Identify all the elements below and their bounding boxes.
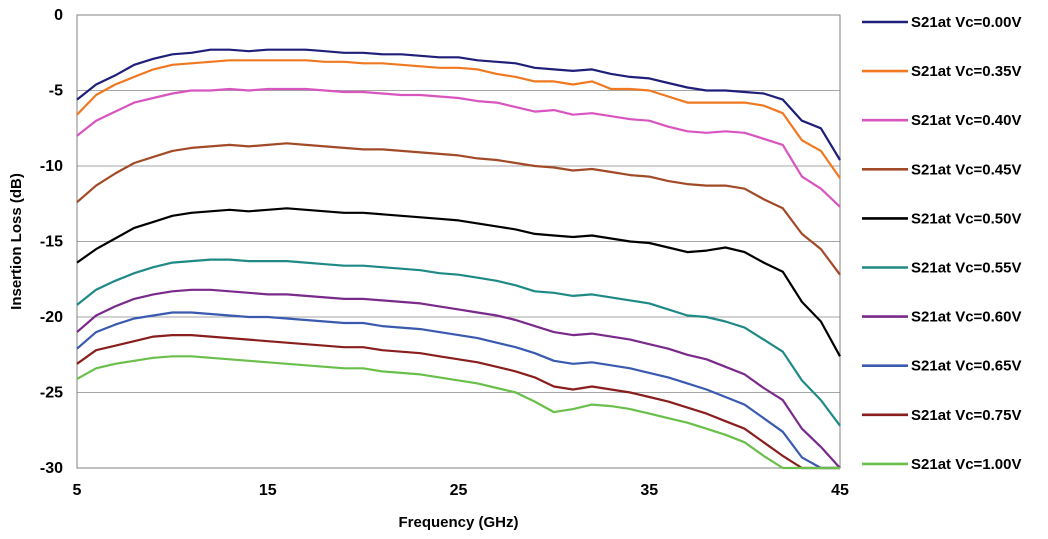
x-tick-label: 15 xyxy=(259,482,277,499)
legend-item: S21at Vc=0.65V xyxy=(862,358,1022,375)
y-tick-label: -20 xyxy=(40,309,63,326)
legend-label: S21at Vc=0.45V xyxy=(911,161,1022,178)
legend-item: S21at Vc=0.00V xyxy=(862,14,1022,31)
y-tick-label: 0 xyxy=(54,7,63,24)
legend-label: S21at Vc=1.00V xyxy=(911,456,1022,473)
y-axis-title: Insertion Loss (dB) xyxy=(8,173,25,310)
x-axis-title: Frequency (GHz) xyxy=(398,514,518,531)
series-line-8 xyxy=(76,334,840,470)
legend-item: S21at Vc=0.55V xyxy=(862,260,1022,277)
legend-label: S21at Vc=0.60V xyxy=(911,309,1022,326)
y-tick-label: -15 xyxy=(40,234,63,251)
series-line-9 xyxy=(76,355,840,470)
legend-item: S21at Vc=0.50V xyxy=(862,210,1022,227)
y-tick-label: -30 xyxy=(40,460,63,477)
y-tick-label: -5 xyxy=(49,83,63,100)
legend-item: S21at Vc=0.40V xyxy=(862,112,1022,129)
x-tick-label: 25 xyxy=(450,482,468,499)
y-tick-label: -10 xyxy=(40,158,63,175)
series-line-7 xyxy=(76,311,840,470)
legend-label: S21at Vc=0.55V xyxy=(911,260,1022,277)
x-axis-tick-labels: 5 15 25 35 45 xyxy=(73,482,849,499)
x-tick-label: 5 xyxy=(73,482,82,499)
legend-item: S21at Vc=0.45V xyxy=(862,161,1022,178)
gridlines xyxy=(77,14,840,469)
legend-item: S21at Vc=0.35V xyxy=(862,63,1022,80)
legend-item: S21at Vc=1.00V xyxy=(862,456,1022,473)
x-tick-label: 35 xyxy=(640,482,658,499)
legend: S21at Vc=0.00V S21at Vc=0.35V S21at Vc=0.4… xyxy=(862,14,1022,473)
y-tick-label: -25 xyxy=(40,385,63,402)
legend-item: S21at Vc=0.60V xyxy=(862,309,1022,326)
series-line-5 xyxy=(76,258,841,427)
series-lines xyxy=(76,48,841,470)
legend-label: S21at Vc=0.50V xyxy=(911,210,1022,227)
plot-area-frame xyxy=(76,14,841,469)
series-line-3 xyxy=(76,142,841,276)
series-line-4 xyxy=(76,207,841,357)
x-tick-label: 45 xyxy=(831,482,849,499)
legend-item: S21at Vc=0.75V xyxy=(862,407,1022,424)
series-line-0 xyxy=(76,48,841,161)
series-line-1 xyxy=(76,59,841,179)
legend-label: S21at Vc=0.65V xyxy=(911,358,1022,375)
legend-label: S21at Vc=0.35V xyxy=(911,63,1022,80)
legend-label: S21at Vc=0.40V xyxy=(911,112,1022,129)
series-line-6 xyxy=(76,288,841,469)
series-line-2 xyxy=(76,87,841,208)
y-axis-tick-labels: 0 -5 -10 -15 -20 -25 -30 xyxy=(40,7,63,477)
legend-label: S21at Vc=0.00V xyxy=(911,14,1022,31)
legend-label: S21at Vc=0.75V xyxy=(911,407,1022,424)
